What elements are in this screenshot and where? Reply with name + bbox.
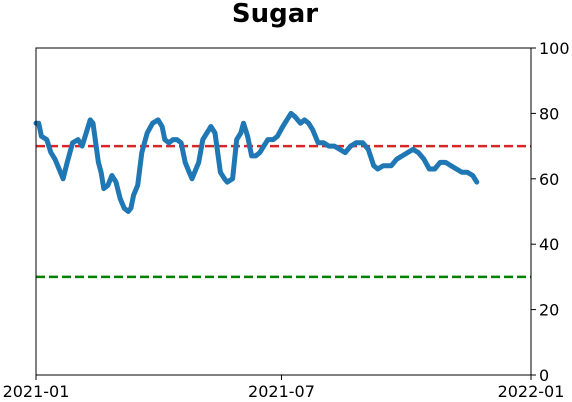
- y-tick-label-5: 100: [539, 39, 570, 58]
- y-tick-label-4: 80: [539, 104, 559, 123]
- series-layer: [33, 110, 480, 214]
- chart-title: Sugar: [232, 0, 318, 29]
- y-tick-label-1: 20: [539, 301, 559, 320]
- x-tick-label-1: 2021-07: [248, 382, 315, 401]
- series-line-0: [33, 110, 480, 214]
- y-tick-label-2: 40: [539, 235, 559, 254]
- x-tick-label-0: 2021-01: [3, 382, 70, 401]
- y-tick-label-0: 0: [539, 366, 549, 385]
- reference-lines: [36, 144, 531, 279]
- x-tick-label-2: 2022-01: [498, 382, 565, 401]
- x-axis: 2021-01 2021-07 2022-01: [3, 375, 565, 401]
- plot-frame: [35, 47, 532, 376]
- y-tick-label-3: 60: [539, 170, 559, 189]
- y-axis: 0 20 40 60 80 100: [531, 39, 570, 385]
